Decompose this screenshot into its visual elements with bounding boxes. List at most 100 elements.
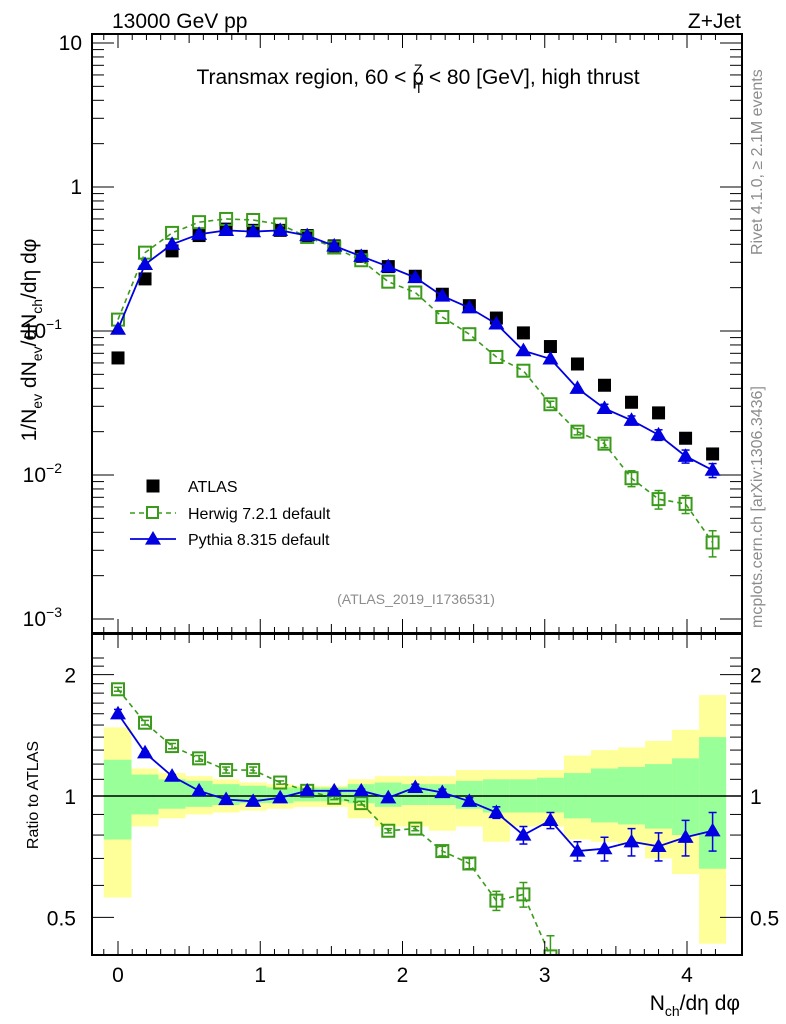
- data-point-pythia: [677, 448, 694, 462]
- legend-label: Pythia 8.315 default: [188, 532, 330, 549]
- ratio-point-herwig: [219, 763, 234, 778]
- main-plot: [110, 211, 721, 558]
- ratio-ylabel: Ratio to ATLAS: [25, 741, 42, 849]
- ratio-y-tick-label-right: 1: [750, 786, 762, 809]
- data-point-herwig: [570, 424, 585, 439]
- ratio-point-pythia: [569, 843, 586, 857]
- ylabel-c-sub: ch: [29, 299, 45, 314]
- data-point-herwig: [678, 496, 693, 511]
- data-point-herwig: [624, 471, 639, 486]
- data-point-pythia: [326, 237, 343, 252]
- title-sub: T: [414, 80, 423, 96]
- xlabel-b: /dη dφ: [680, 992, 740, 1015]
- y-tick-exponent: −1: [46, 316, 62, 332]
- ylabel-c: /dN: [18, 314, 41, 347]
- legend-marker-atlas: [146, 479, 160, 493]
- data-point-pythia: [542, 350, 559, 365]
- series-line-pythia: [117, 229, 714, 471]
- y-tick-exponent: −2: [46, 460, 62, 476]
- ratio-point-pythia: [488, 804, 505, 819]
- ylabel-b: dN: [18, 361, 41, 394]
- ratio-point-pythia: [704, 822, 721, 837]
- ratio-point-pythia: [434, 784, 451, 799]
- data-point-pythia: [488, 315, 505, 330]
- data-point-herwig: [705, 535, 720, 550]
- band-inner-bin: [131, 774, 159, 815]
- data-point-pythia: [299, 227, 316, 242]
- uncertainty-bands: [103, 695, 727, 944]
- ratio-point-herwig: [489, 893, 504, 908]
- ylabel-a: 1/N: [18, 409, 41, 442]
- ylabel-a-sub: ev: [29, 394, 45, 409]
- title-after: < 80 [GeV], high thrust: [423, 66, 640, 89]
- data-point-pythia: [623, 412, 640, 426]
- ratio-point-herwig: [381, 823, 396, 838]
- y-tick-label: 10−1: [23, 316, 63, 343]
- rivet-label: Rivet 4.1.0, ≥ 2.1M events: [749, 69, 766, 255]
- legend-label: Herwig 7.2.1 default: [188, 506, 331, 523]
- ratio-point-pythia: [380, 789, 397, 804]
- data-point-pythia: [245, 223, 262, 238]
- title-before: Transmax region, 60 < p: [196, 66, 423, 89]
- x-tick-label: 2: [397, 964, 409, 987]
- y-tick-base: 10: [23, 320, 46, 343]
- data-point-pythia: [461, 299, 478, 314]
- ylabel-b-sub: ev: [29, 346, 45, 361]
- data-point-atlas: [516, 326, 530, 340]
- data-point-atlas: [570, 357, 584, 371]
- ratio-point-herwig: [192, 751, 207, 766]
- band-inner-bin: [158, 779, 186, 809]
- ratio-point-pythia: [110, 705, 126, 720]
- ratio-point-pythia: [542, 812, 559, 826]
- ratio-point-pythia: [677, 829, 694, 843]
- mcplots-label: mcplots.cern.ch [arXiv:1306.3436]: [749, 386, 766, 628]
- data-point-pythia: [218, 222, 235, 236]
- data-point-herwig: [489, 349, 504, 364]
- ratio-point-herwig: [165, 739, 180, 754]
- data-point-atlas: [679, 431, 693, 445]
- ratio-point-herwig: [138, 715, 153, 730]
- data-point-atlas: [706, 447, 720, 461]
- analysis-id: (ATLAS_2019_I1736531): [337, 591, 495, 607]
- data-point-pythia: [272, 222, 289, 236]
- ratio-point-pythia: [218, 791, 235, 806]
- data-point-herwig: [597, 436, 612, 451]
- y-tick-label: 1: [70, 176, 82, 199]
- legend-marker-pythia: [145, 531, 161, 545]
- series-pythia: [110, 222, 721, 479]
- y-tick-label: 10−2: [23, 460, 63, 487]
- data-point-pythia: [380, 258, 397, 273]
- legend-label: ATLAS: [188, 479, 238, 496]
- data-point-pythia: [407, 269, 424, 284]
- header-left: 13000 GeV pp: [112, 10, 247, 33]
- ratio-point-herwig: [246, 763, 261, 778]
- x-tick-label: 1: [254, 964, 266, 987]
- ratio-point-pythia: [650, 838, 667, 852]
- ratio-point-herwig: [462, 856, 477, 871]
- ratio-point-pythia: [596, 840, 613, 855]
- data-point-herwig: [435, 310, 450, 325]
- data-point-atlas: [111, 351, 125, 365]
- ratio-point-pythia: [299, 782, 316, 797]
- data-point-pythia: [353, 248, 370, 262]
- data-point-atlas: [597, 378, 611, 392]
- ratio-point-pythia: [164, 768, 181, 782]
- series-atlas: [111, 222, 720, 461]
- ratio-point-pythia: [515, 827, 532, 841]
- title-sup: Z: [414, 61, 423, 77]
- ratio-y-tick-label: 1: [64, 786, 76, 809]
- ratio-point-pythia: [623, 833, 640, 848]
- ratio-plot: [92, 682, 742, 955]
- data-point-pythia: [137, 256, 154, 271]
- ratio-y-tick-label: 2: [64, 665, 76, 688]
- data-point-atlas: [138, 272, 152, 286]
- data-point-pythia: [434, 288, 451, 302]
- ratio-point-pythia: [137, 744, 154, 759]
- xlabel-a: N: [650, 992, 665, 1015]
- data-point-herwig: [408, 285, 423, 300]
- x-tick-label: 4: [681, 964, 693, 987]
- ratio-point-pythia: [245, 793, 262, 807]
- ratio-point-pythia: [326, 782, 343, 797]
